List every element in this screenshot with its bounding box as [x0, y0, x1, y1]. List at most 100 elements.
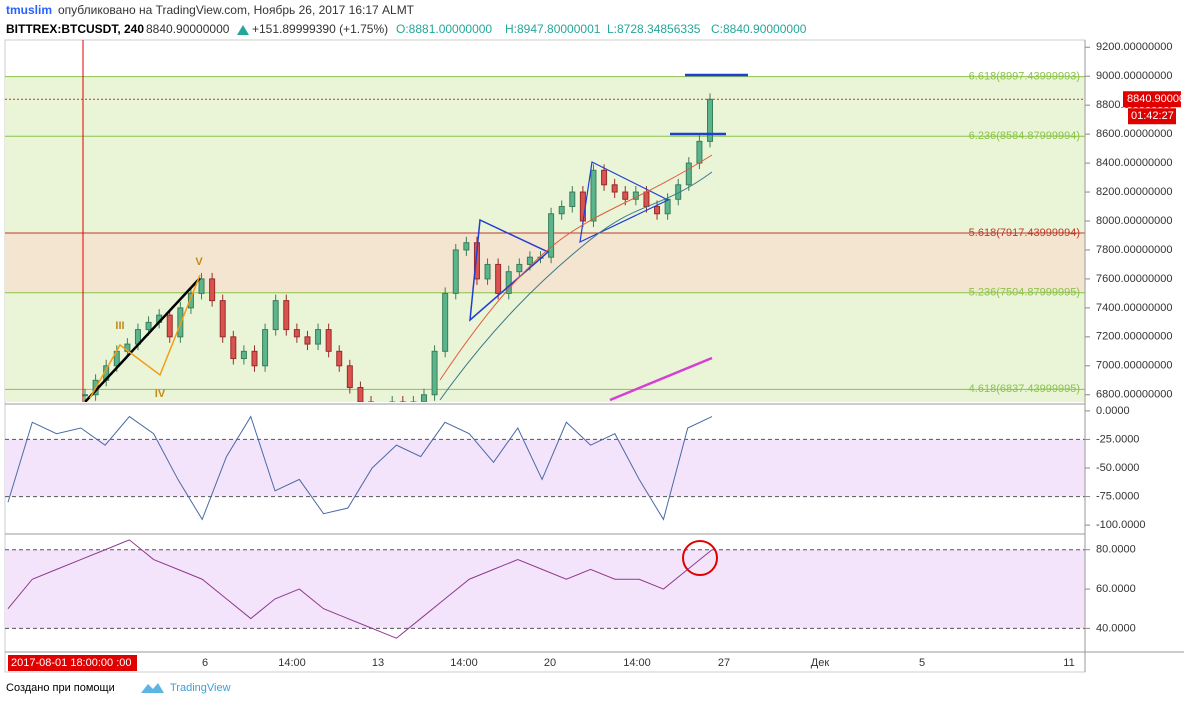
time-label: 6: [202, 657, 208, 669]
time-label: 5: [919, 657, 925, 669]
candle: [240, 350, 247, 360]
wave-label: III: [115, 320, 124, 332]
candle: [516, 263, 523, 273]
candle: [336, 350, 343, 367]
ind-line: [7, 539, 713, 639]
candle: [262, 329, 269, 367]
brand[interactable]: TradingView: [170, 682, 231, 694]
candle: [473, 242, 480, 280]
candle: [219, 300, 226, 338]
drawing: [670, 73, 748, 136]
band: [5, 76, 1085, 233]
candle: [526, 256, 533, 265]
cursor-box: [8, 655, 137, 671]
price-tick-label: 7200.00000000: [1096, 331, 1172, 343]
wave-label: V: [195, 256, 203, 268]
time-label: 14:00: [450, 657, 478, 669]
ind-tick-label: 0.0000: [1096, 405, 1130, 417]
fib-label: 6.236(8584.87999994): [969, 130, 1080, 142]
price-tick-label: 8400.00000000: [1096, 157, 1172, 169]
ind-line: [7, 415, 713, 521]
drawing: [579, 161, 670, 244]
candle: [272, 300, 279, 331]
candle: [379, 409, 384, 410]
candle: [251, 350, 258, 367]
drawing: [439, 171, 713, 401]
candle: [622, 191, 629, 200]
high: H:8947.80000001: [505, 22, 601, 36]
candle: [505, 271, 512, 294]
close: C:8840.90000000: [711, 22, 807, 36]
countdown: 01:42:27: [1131, 110, 1174, 122]
change: +151.89999390 (+1.75%): [252, 22, 388, 36]
band: [5, 232, 1085, 293]
candle: [389, 401, 396, 402]
candle: [198, 278, 205, 294]
ind-tick-label: -75.0000: [1096, 490, 1139, 502]
price-label: 8840.90000000: [1127, 93, 1184, 105]
time-label: 11: [1063, 657, 1074, 669]
price-tick-label: 7400.00000000: [1096, 302, 1172, 314]
candle: [82, 394, 88, 397]
price-tick-label: 7000.00000000: [1096, 360, 1172, 372]
open: O:8881.00000000: [396, 22, 492, 36]
candle: [304, 336, 311, 345]
time-label: 13: [372, 657, 384, 669]
candle: [346, 365, 353, 389]
ind-tick-label: -25.0000: [1096, 433, 1139, 445]
candle: [495, 263, 502, 294]
candle: [484, 263, 491, 280]
candle: [611, 184, 618, 193]
low: L:8728.34856335: [607, 22, 701, 36]
candle: [420, 394, 427, 402]
candle: [187, 292, 194, 309]
published: опубликовано на TradingView.com, Ноябрь …: [58, 3, 415, 17]
time-label: 14:00: [278, 657, 306, 669]
fib-label: 6.618(8997.43999993): [969, 70, 1080, 82]
candle: [590, 169, 597, 222]
time-label: Дек: [811, 657, 830, 669]
band: [5, 292, 1085, 402]
candle: [230, 336, 237, 360]
made-with: Создано при помощи: [6, 682, 115, 694]
candle: [558, 206, 565, 215]
price-tick-label: 8600.00000000: [1096, 128, 1172, 140]
candle: [654, 206, 661, 215]
ind-tick-label: 40.0000: [1096, 622, 1136, 634]
tv-logo: [141, 683, 164, 693]
candle: [442, 292, 449, 352]
price-tick-label: 9000.00000000: [1096, 70, 1172, 82]
price-tick-label: 6800.00000000: [1096, 389, 1172, 401]
candle: [431, 350, 438, 396]
candle: [685, 162, 692, 186]
candle: [579, 191, 586, 222]
price-tick-label: 8000.00000000: [1096, 215, 1172, 227]
candle: [463, 242, 470, 251]
author[interactable]: tmuslim: [6, 3, 52, 17]
time-label: 20: [544, 657, 556, 669]
candle: [357, 387, 364, 402]
ind-tick-label: -100.0000: [1096, 519, 1146, 531]
candle: [325, 329, 332, 352]
candle: [368, 401, 375, 402]
price-tick-label: 7800.00000000: [1096, 244, 1172, 256]
price-tick-label: 9200.00000000: [1096, 41, 1172, 53]
drawing: [469, 218, 550, 322]
ind-tick-label: 60.0000: [1096, 583, 1136, 595]
time-label: 27: [718, 657, 730, 669]
price-box: [1123, 91, 1181, 108]
countdown-box: [1128, 108, 1176, 125]
up-arrow: [237, 25, 249, 35]
candle: [209, 278, 216, 302]
circle-mark: [682, 540, 718, 576]
pane-band: [5, 549, 1085, 629]
drawing: [609, 356, 713, 402]
candle: [315, 329, 322, 345]
candle: [293, 329, 300, 338]
time-label: 14:00: [623, 657, 651, 669]
cursor-time: 2017-08-01 18:00:00 :00: [11, 657, 132, 669]
candle: [145, 321, 152, 331]
candle: [166, 314, 173, 338]
candle: [643, 191, 650, 208]
